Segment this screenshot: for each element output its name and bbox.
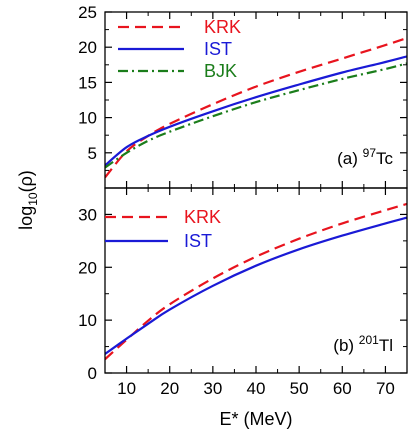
x-tick-label: 30 bbox=[203, 379, 222, 398]
x-tick-label: 50 bbox=[290, 379, 309, 398]
y-tick-label: 5 bbox=[88, 144, 97, 163]
panel-b: 0 10 20 30 10 20 30 40 50 60 70 KRK IST (b) 201Tl bbox=[78, 187, 408, 398]
y-tick-label: 0 bbox=[88, 364, 97, 383]
y-tick-label: 10 bbox=[78, 109, 97, 128]
x-tick-label: 40 bbox=[247, 379, 266, 398]
y-tick-label: 30 bbox=[78, 205, 97, 224]
annotation-element: Tc bbox=[376, 149, 394, 168]
y-tick-label: 10 bbox=[78, 311, 97, 330]
series-line-krk bbox=[105, 36, 407, 179]
y-axis-label-arg: (ρ) bbox=[16, 170, 36, 192]
legend-label-ist: IST bbox=[204, 39, 232, 59]
series-line-ist bbox=[105, 216, 407, 355]
legend-label-krk: KRK bbox=[184, 207, 221, 227]
legend-label-bjk: BJK bbox=[204, 61, 237, 81]
annotation-element: Tl bbox=[379, 336, 393, 355]
annotation-prefix: (a) bbox=[337, 149, 363, 168]
panel-annotation: (a) 97Tc bbox=[337, 146, 393, 168]
x-tick-label: 60 bbox=[333, 379, 352, 398]
y-tick-label: 20 bbox=[78, 258, 97, 277]
legend-label-ist: IST bbox=[184, 231, 212, 251]
annotation-mass-number: 97 bbox=[363, 146, 377, 160]
annotation-prefix: (b) bbox=[333, 336, 359, 355]
x-tick-label: 70 bbox=[376, 379, 395, 398]
y-tick-label: 15 bbox=[78, 73, 97, 92]
series-line-ist bbox=[105, 55, 407, 167]
x-tick-label: 10 bbox=[117, 379, 136, 398]
y-tick-label: 25 bbox=[78, 3, 97, 22]
y-axis-label-main: log bbox=[16, 206, 36, 230]
x-tick-label: 20 bbox=[160, 379, 179, 398]
y-tick-label: 20 bbox=[78, 38, 97, 57]
annotation-mass-number: 201 bbox=[359, 333, 379, 347]
legend-label-krk: KRK bbox=[204, 17, 241, 37]
x-axis-label: E* (MeV) bbox=[219, 409, 292, 429]
series-group bbox=[105, 36, 407, 179]
y-axis-label: log10(ρ) bbox=[16, 170, 40, 230]
series-line-bjk bbox=[105, 62, 407, 169]
series-group bbox=[105, 202, 407, 361]
y-axis-label-sub: 10 bbox=[26, 192, 40, 206]
panel-annotation: (b) 201Tl bbox=[333, 333, 393, 355]
